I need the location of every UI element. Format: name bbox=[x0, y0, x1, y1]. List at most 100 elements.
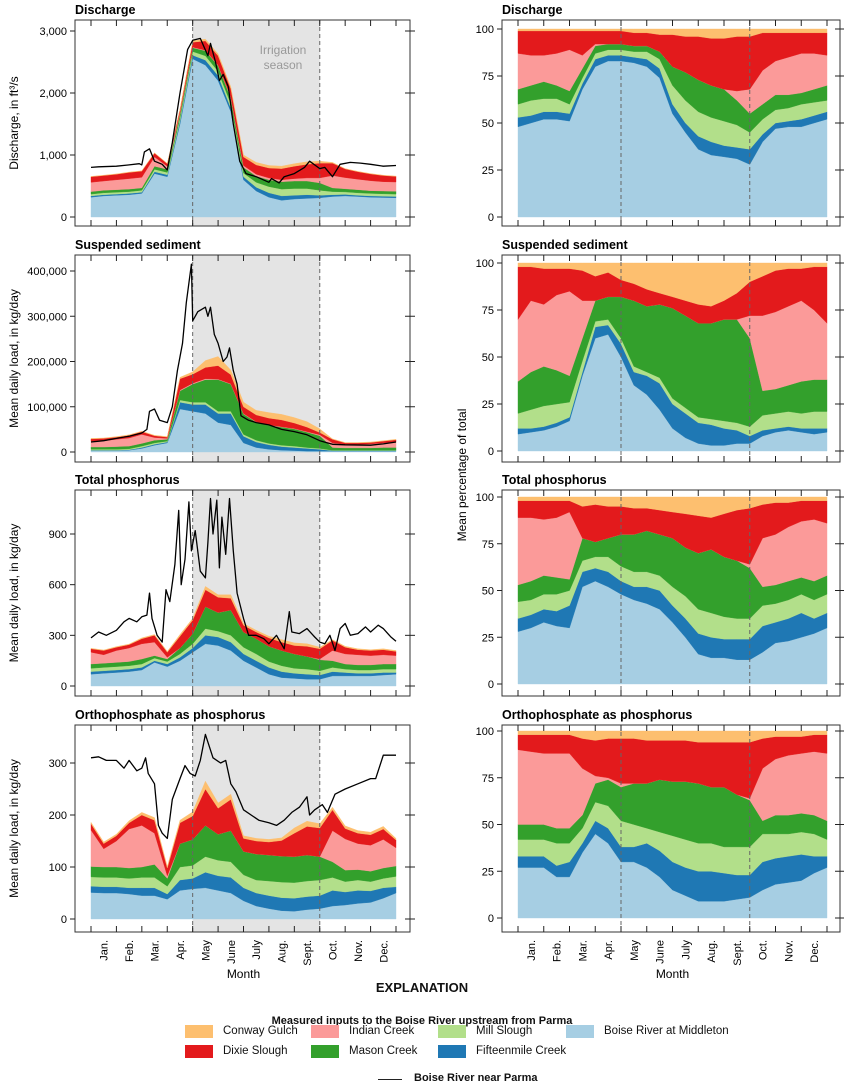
y-tick-label: 2,000 bbox=[39, 88, 67, 100]
month-label: July bbox=[251, 940, 263, 960]
panel-title: Discharge bbox=[75, 3, 135, 17]
panel-title: Suspended sediment bbox=[502, 238, 629, 252]
line-boise-river-near-parma bbox=[90, 733, 396, 840]
y-tick-label: 0 bbox=[61, 914, 67, 926]
y-tick-label: 25 bbox=[482, 866, 494, 878]
month-label: Dec. bbox=[809, 940, 821, 963]
area-conway-gulch bbox=[90, 38, 397, 177]
line-boise-river-near-parma bbox=[90, 497, 397, 652]
panel-title: Total phosphorus bbox=[502, 473, 607, 487]
month-label: Jan. bbox=[526, 940, 538, 961]
y-tick-label: 0 bbox=[488, 913, 494, 925]
y-tick-label: 75 bbox=[482, 305, 494, 317]
right-y-axis-label: Mean percentage of total bbox=[455, 409, 469, 542]
month-label: Aug. bbox=[277, 940, 289, 963]
irrigation-season-label: Irrigation bbox=[260, 43, 307, 57]
x-axis-label: Month bbox=[227, 967, 260, 981]
panel-orthophosphate-as-phosphorus-load: Orthophosphate as phosphorus 0 100 200 300 Me… bbox=[7, 708, 415, 981]
y-tick-label: 50 bbox=[482, 118, 494, 130]
month-label: Feb. bbox=[124, 940, 136, 962]
panel-discharge-percent: Discharge 0 25 50 75 100 bbox=[476, 3, 844, 227]
y-tick-label: 3,000 bbox=[39, 26, 67, 38]
month-label: July bbox=[680, 940, 692, 960]
y-tick-label: 100 bbox=[476, 726, 494, 738]
month-label: Sept. bbox=[302, 940, 314, 966]
y-tick-label: 75 bbox=[482, 539, 494, 551]
y-axis-label: Mean daily load, in kg/day bbox=[7, 289, 21, 428]
month-label: Jan. bbox=[99, 940, 111, 961]
y-tick-label: 100 bbox=[476, 258, 494, 270]
y-tick-label: 0 bbox=[61, 681, 67, 693]
month-label: June bbox=[655, 940, 667, 964]
y-tick-label: 50 bbox=[482, 586, 494, 598]
y-tick-label: 0 bbox=[488, 679, 494, 691]
y-tick-label: 300 bbox=[49, 758, 67, 770]
panel-suspended-sediment-percent: Suspended sediment 0 25 50 75 100 bbox=[476, 238, 844, 463]
y-tick-label: 600 bbox=[49, 580, 67, 592]
month-label: Aug. bbox=[706, 940, 718, 963]
panel-title: Total phosphorus bbox=[75, 473, 180, 487]
plot-frame bbox=[501, 254, 841, 463]
month-label: Nov. bbox=[353, 940, 365, 962]
y-tick-label: 200 bbox=[49, 810, 67, 822]
y-tick-label: 0 bbox=[61, 212, 67, 224]
plot-frame bbox=[74, 724, 411, 933]
y-tick-label: 0 bbox=[488, 446, 494, 458]
y-tick-label: 100 bbox=[476, 24, 494, 36]
line-boise-river-near-parma bbox=[90, 37, 397, 184]
y-tick-label: 400,000 bbox=[27, 266, 67, 278]
y-tick-label: 75 bbox=[482, 773, 494, 785]
area-conway-gulch bbox=[90, 780, 397, 869]
y-axis-label: Discharge, in ft³/s bbox=[7, 76, 21, 169]
month-label: Mar. bbox=[577, 940, 589, 961]
y-tick-label: 50 bbox=[482, 820, 494, 832]
y-tick-label: 200,000 bbox=[27, 357, 67, 369]
month-label: Dec. bbox=[378, 940, 390, 963]
panel-total-phosphorus-load: Total phosphorus 0 300 600 900 Mean daily loa… bbox=[7, 473, 415, 697]
month-label: Sept. bbox=[732, 940, 744, 966]
area-conway-gulch bbox=[517, 496, 828, 518]
month-label: Oct. bbox=[758, 940, 770, 960]
month-label: June bbox=[226, 940, 238, 964]
month-label: Mar. bbox=[150, 940, 162, 961]
panel-title: Orthophosphate as phosphorus bbox=[75, 708, 265, 722]
line-boise-river-near-parma bbox=[90, 263, 397, 446]
y-tick-label: 300 bbox=[49, 630, 67, 642]
y-tick-label: 100,000 bbox=[27, 402, 67, 414]
area-conway-gulch bbox=[517, 262, 828, 307]
y-tick-label: 100 bbox=[476, 492, 494, 504]
y-tick-label: 0 bbox=[61, 447, 67, 459]
y-axis-label: Mean daily load, in kg/day bbox=[7, 759, 21, 898]
y-tick-label: 1,000 bbox=[39, 150, 67, 162]
month-label: Nov. bbox=[783, 940, 795, 962]
area-conway-gulch bbox=[90, 356, 397, 444]
plot-frame bbox=[74, 489, 411, 697]
plot-frame bbox=[501, 724, 841, 933]
y-axis-label: Mean daily load, in kg/day bbox=[7, 524, 21, 663]
panel-title: Discharge bbox=[502, 3, 562, 17]
plot-frame bbox=[501, 489, 841, 697]
panel-title: Orthophosphate as phosphorus bbox=[502, 708, 692, 722]
y-tick-label: 25 bbox=[482, 632, 494, 644]
y-tick-label: 25 bbox=[482, 165, 494, 177]
y-tick-label: 75 bbox=[482, 71, 494, 83]
month-label: Apr. bbox=[175, 940, 187, 960]
y-tick-label: 900 bbox=[49, 529, 67, 541]
month-label: Apr. bbox=[603, 940, 615, 960]
x-axis-label: Month bbox=[656, 967, 689, 981]
y-tick-label: 100 bbox=[49, 862, 67, 874]
panel-suspended-sediment-load: Suspended sediment 0 100,000 200,000 300,000… bbox=[7, 238, 415, 463]
y-tick-label: 0 bbox=[488, 212, 494, 224]
month-label: Feb. bbox=[552, 940, 564, 962]
plot-frame bbox=[74, 19, 411, 227]
panel-orthophosphate-as-phosphorus-percent: Orthophosphate as phosphorus 0 25 50 75 100 Ja… bbox=[476, 708, 844, 981]
y-tick-label: 50 bbox=[482, 352, 494, 364]
y-tick-label: 300,000 bbox=[27, 311, 67, 323]
plot-frame bbox=[74, 254, 411, 463]
y-tick-label: 25 bbox=[482, 399, 494, 411]
area-conway-gulch bbox=[90, 586, 397, 653]
month-label: May bbox=[629, 940, 641, 961]
panel-total-phosphorus-percent: Total phosphorus 0 25 50 75 100 bbox=[476, 473, 844, 697]
